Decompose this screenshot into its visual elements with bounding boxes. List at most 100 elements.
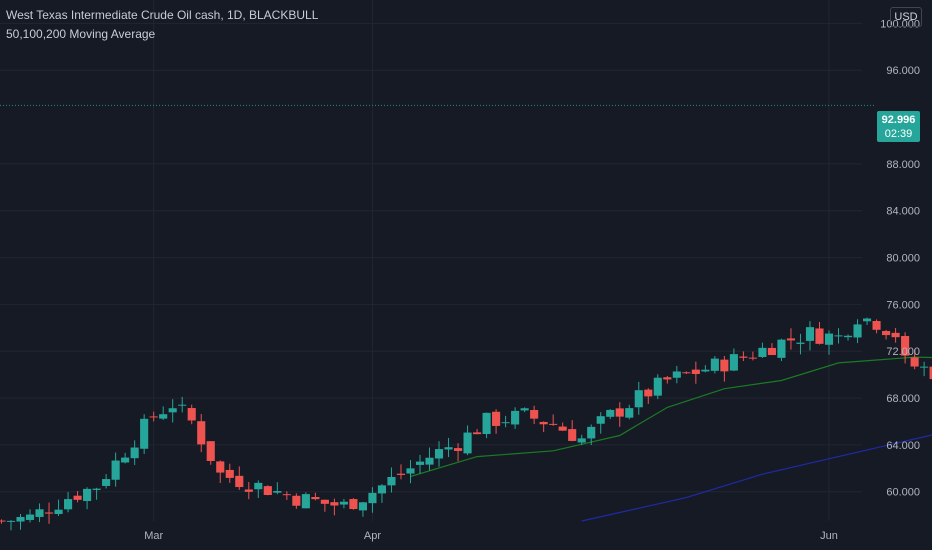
price-axis[interactable]: 100.00096.00088.00084.00080.00076.00072.… [880,18,920,498]
candle-down [568,429,577,441]
candle-down [530,409,539,419]
candle-down [891,332,900,338]
candle-down [44,512,54,514]
candle-up [16,516,25,522]
candle-up [377,485,387,494]
candle-up [35,509,44,517]
candle-down [549,423,558,425]
candle-up [83,488,92,502]
candle-up [805,327,815,341]
candle-up [596,416,605,424]
candle-up [273,491,282,493]
candle-up [672,371,681,378]
candle-down [492,411,501,426]
candle-up [168,408,177,413]
candle-down [872,321,881,330]
candle-up [387,476,396,486]
candle-up [254,482,263,490]
last-price-tag: 92.996 02:39 [877,111,920,142]
candle-up [339,501,348,505]
candle-up [130,447,139,459]
candle-up [796,342,805,344]
candle-up [415,461,425,465]
candle-up [434,449,444,459]
time-axis[interactable]: MarAprJunAugOct820227 [144,530,932,542]
candle-up [777,339,786,358]
y-tick-label: 96.000 [886,65,920,77]
ma-50-line [410,356,932,478]
candle-down [292,495,301,506]
moving-averages [410,356,932,522]
y-tick-label: 88.000 [886,159,920,171]
candle-up [853,324,862,338]
candle-up [710,358,719,371]
candle-down [682,372,691,374]
candle-down [815,328,824,344]
candle-down [206,441,215,461]
candle-up [587,426,596,439]
x-tick-label: Apr [364,530,381,542]
candle-up [634,390,643,408]
y-tick-label: 64.000 [886,440,920,452]
candle-up [920,366,929,368]
candle-down [644,389,653,397]
candle-down [0,520,6,522]
candle-up [358,502,367,511]
candle-up [501,422,510,424]
candles [0,317,932,531]
candle-up [111,460,120,480]
candle-up [862,318,872,322]
candle-down [786,338,796,341]
y-tick-label: 84.000 [886,206,920,218]
candle-up [606,409,615,417]
candle-down [349,499,358,510]
candle-down [720,359,729,372]
candle-down [187,408,196,421]
currency-button[interactable]: USD [890,7,922,27]
candle-down [539,421,548,425]
candle-up [159,414,168,419]
candle-down [748,357,757,359]
candle-down [235,475,244,488]
candle-up [758,347,767,357]
candle-down [901,335,910,356]
candle-up [701,369,710,372]
candle-down [263,486,272,496]
candle-down [910,357,919,367]
candle-up [121,457,130,463]
candle-up [54,509,63,514]
candle-down [558,426,567,431]
chart-title[interactable]: West Texas Intermediate Crude Oil cash, … [6,8,319,22]
candle-up [511,410,520,425]
candle-up [64,499,73,510]
candle-down [882,331,891,336]
candle-up [6,520,16,522]
candle-up [577,438,586,443]
candle-up [425,457,434,465]
y-tick-label: 60.000 [886,487,920,499]
candle-down [311,496,320,500]
y-tick-label: 68.000 [886,393,920,405]
ma-100-line [581,434,932,522]
candle-up [301,494,310,509]
candle-down [473,432,482,435]
y-tick-label: 72.000 [886,346,920,358]
candle-up [102,479,111,486]
indicator-legend[interactable]: 50,100,200 Moving Average [6,27,156,41]
last-price-value: 92.996 [881,114,916,126]
candle-up [843,335,853,338]
candle-up [824,333,834,345]
x-tick-label: Mar [144,530,163,542]
candle-down [615,408,624,417]
candle-up [140,418,149,449]
candle-down [73,495,82,500]
candle-up [178,404,187,406]
bar-countdown: 02:39 [884,128,913,140]
x-tick-label: Jun [820,530,838,542]
candle-down [663,377,672,380]
candle-up [482,412,491,435]
candle-down [282,494,291,496]
candle-down [197,421,206,445]
